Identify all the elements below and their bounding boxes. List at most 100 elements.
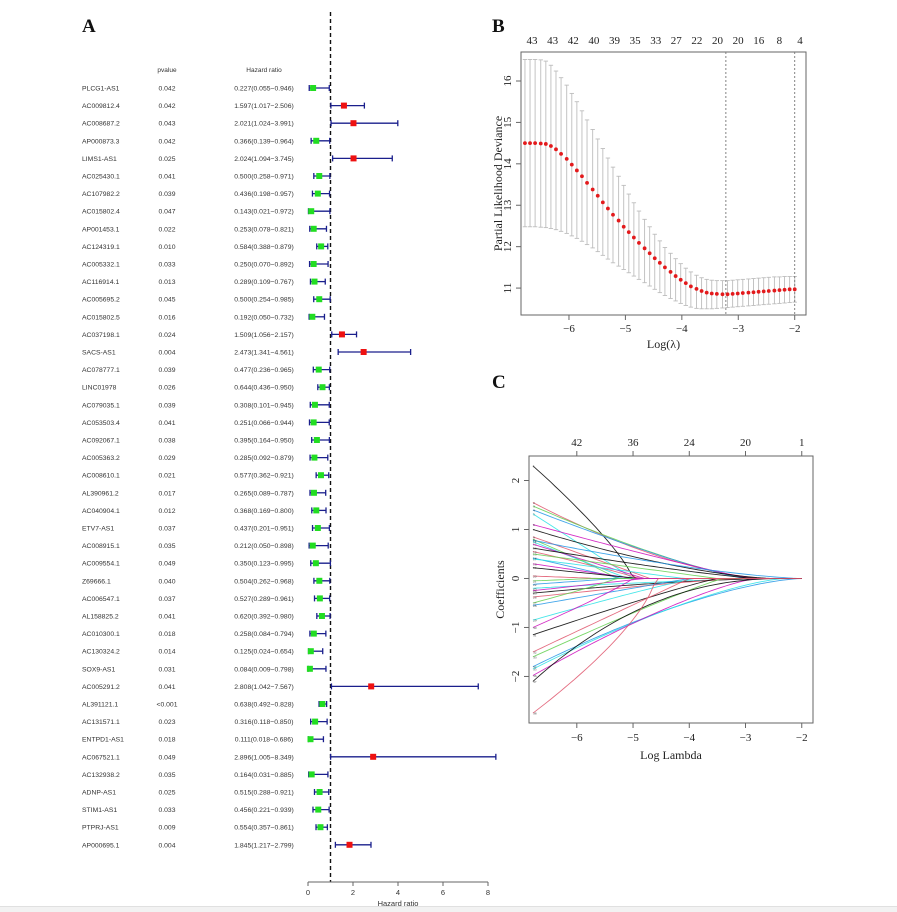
coefficient-path [532,578,802,621]
coefficient-path [532,578,802,714]
pvalue-label: 0.026 [158,385,175,392]
gene-label: AC124319.1 [82,244,120,251]
path-index-label: 27 [533,601,537,605]
path-index-label: 1 [533,464,535,468]
y-tick-label: −2 [510,671,522,683]
hazard-ratio-label: 0.456(0.221−0.939) [234,807,294,814]
pvalue-label: 0.035 [158,772,175,779]
hazard-ratio-label: 0.436(0.198−0.957) [234,191,294,198]
gene-label: AC008687.2 [82,121,120,128]
hazard-ratio-marker [316,296,323,303]
x-tick-label: 6 [441,888,445,897]
hazard-ratio-label: 1.845(1.217−2.799) [234,842,294,849]
deviance-point [714,291,719,296]
deviance-point [766,289,771,293]
hazard-ratio-label: 0.258(0.084−0.794) [234,631,294,638]
gene-label: AC015802.4 [82,209,120,216]
pvalue-label: 0.042 [158,138,175,145]
hazard-ratio-marker [319,384,326,391]
pvalue-label: 0.039 [158,367,175,374]
deviance-point [735,291,740,296]
x-tick-label: −3 [740,732,752,744]
forest-row: AL391121.1 <0.001 0.638(0.492−0.828) [82,701,328,709]
column-header-pvalue: pvalue [157,67,177,74]
pvalue-label: 0.042 [158,103,175,110]
deviance-point [720,292,725,297]
deviance-point [528,141,532,146]
hazard-ratio-label: 2.808(1.042−7.567) [234,684,294,691]
hazard-ratio-label: 0.350(0.123−0.995) [234,561,294,568]
hazard-ratio-label: 0.368(0.169−0.800) [234,508,294,515]
forest-row: AC005695.2 0.045 0.500(0.254−0.985) [82,296,331,304]
path-index-label: 8 [533,535,535,539]
forest-row: AC079035.1 0.039 0.308(0.101−0.945) [82,401,330,409]
gene-label: ETV7-AS1 [82,526,114,533]
gene-label: AC092067.1 [82,438,120,445]
deviance-point [756,289,761,294]
forest-row: AC092067.1 0.038 0.395(0.164−0.950) [82,437,331,445]
deviance-point [574,168,579,173]
deviance-point [694,287,699,291]
forest-row: AC132938.2 0.035 0.164(0.031−0.885) [82,771,329,779]
bottom-strip [0,906,897,912]
coefficient-path [532,529,802,579]
hazard-ratio-marker [310,225,317,232]
deviance-point [746,290,751,295]
deviance-point [777,288,782,293]
pvalue-label: 0.018 [158,737,175,744]
top-nonzero-count-label: 4 [797,35,803,47]
hazard-ratio-label: 0.554(0.357−0.861) [234,825,294,832]
hazard-ratio-label: 2.024(1.094−3.745) [234,156,294,163]
gene-label: SOX9-AS1 [82,666,115,673]
path-index-label: 22 [533,583,537,587]
deviance-point [538,141,543,146]
deviance-point [683,281,688,286]
gene-label: AC130324.2 [82,649,120,656]
path-index-label: 30 [533,626,537,630]
deviance-point [569,162,574,167]
y-axis-title: Coefficients [493,560,507,619]
deviance-point [699,289,704,293]
path-index-label: 13 [533,547,537,551]
x-tick-label: −6 [571,732,583,744]
forest-row: AC025430.1 0.041 0.500(0.258−0.971) [82,173,331,181]
forest-row: ETV7-AS1 0.037 0.437(0.201−0.951) [82,525,331,533]
forest-row: AC116914.1 0.013 0.289(0.109−0.767) [82,278,326,286]
path-index-label: 24 [533,589,537,593]
hazard-ratio-label: 0.192(0.050−0.732) [234,314,294,321]
hazard-ratio-label: 0.143(0.021−0.972) [234,209,294,216]
forest-row: AC015802.4 0.047 0.143(0.021−0.972) [82,208,331,216]
y-tick-label: 13 [502,199,514,211]
coefficient-path [532,578,802,670]
hazard-ratio-marker [309,542,316,549]
pvalue-label: 0.013 [158,279,175,286]
x-axis-title: Log Lambda [640,748,702,762]
hazard-ratio-label: 0.227(0.055−0.946) [234,86,294,93]
hazard-ratio-marker [315,806,322,813]
hazard-ratio-marker [307,736,314,743]
hazard-ratio-marker [317,472,324,479]
hazard-ratio-marker [308,208,315,215]
gene-label: AC010300.1 [82,631,120,638]
top-nonzero-count-label: 8 [777,35,783,47]
path-index-label: 4 [533,508,535,512]
top-df-label: 42 [571,437,582,449]
deviance-point [782,287,787,292]
gene-label: AC009812.4 [82,103,120,110]
pvalue-label: 0.041 [158,174,175,181]
top-nonzero-count-label: 27 [671,35,683,47]
x-axis-title: Log(λ) [647,337,680,351]
x-tick-label: −5 [620,323,632,335]
path-index-label: 23 [533,587,537,591]
column-header-hazard-ratio: Hazard ratio [246,67,282,74]
forest-row: AL390961.2 0.017 0.265(0.089−0.787) [82,489,327,497]
path-index-label: 38 [533,712,537,716]
gene-label: AC005695.2 [82,297,120,304]
coefficient-path [532,551,802,579]
deviance-point [626,230,631,235]
panel-label-a: A [82,16,96,37]
path-index-label: 6 [533,523,535,527]
pvalue-label: 0.049 [158,561,175,568]
deviance-point [761,289,766,294]
hazard-ratio-marker [338,331,345,338]
